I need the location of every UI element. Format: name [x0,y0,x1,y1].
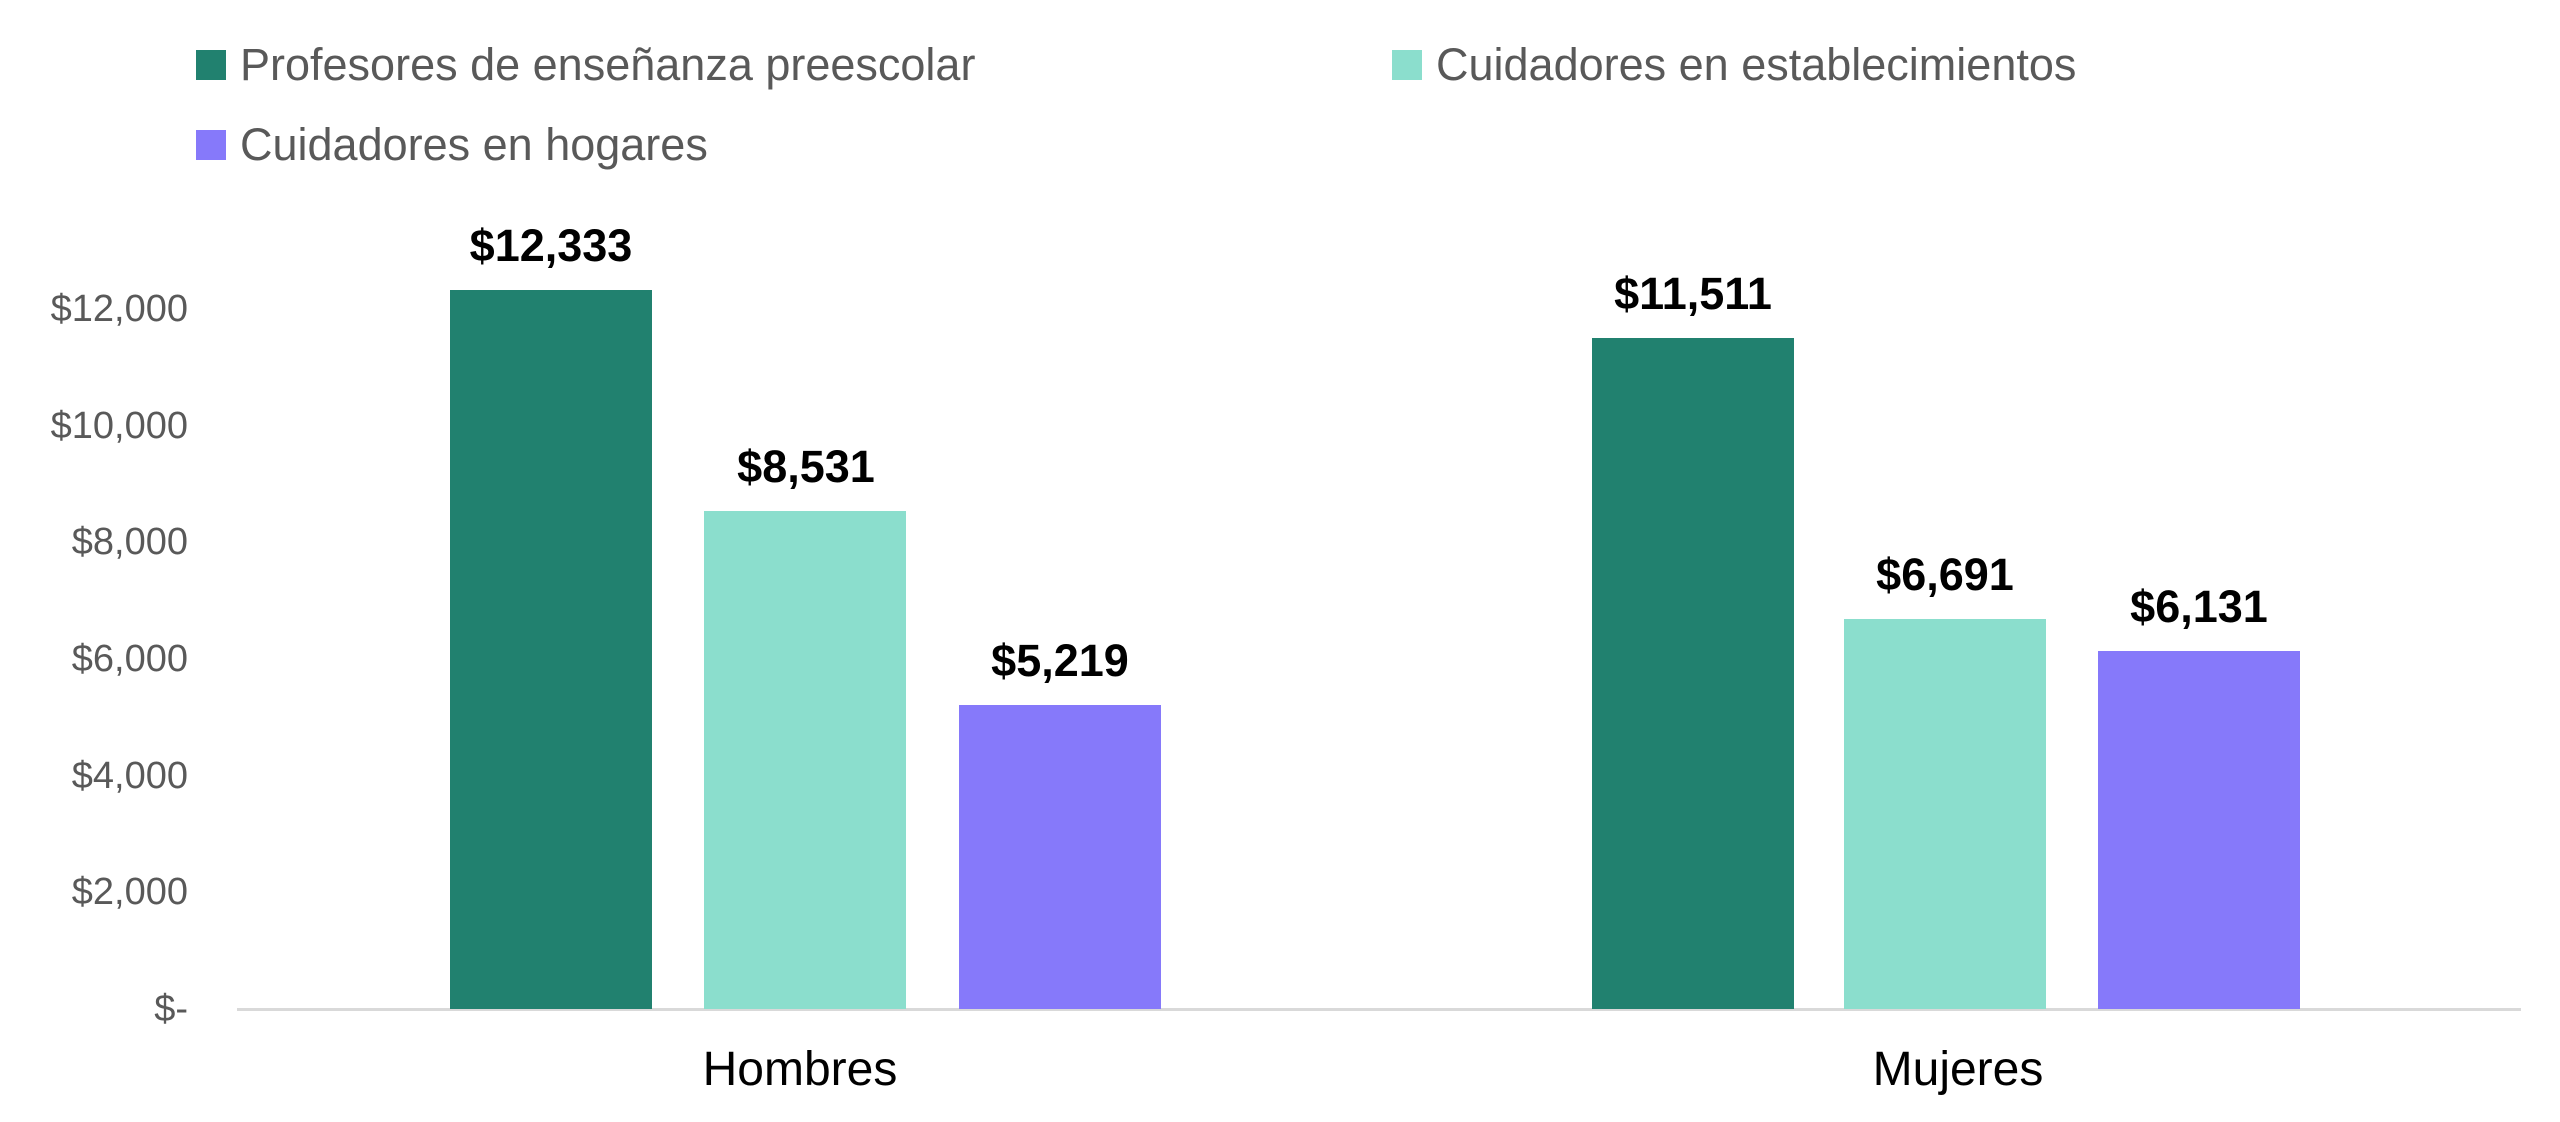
bar-hombres-profesores [450,290,652,1009]
y-axis-tick-2000: $2,000 [71,871,188,913]
bar-mujeres-hogares [2098,651,2300,1009]
y-axis-tick-6000: $6,000 [71,638,188,680]
y-axis-tick-4000: $4,000 [71,755,188,797]
legend-item-profesores: Profesores de enseñanza preescolar [196,35,975,95]
category-label-mujeres: Mujeres [1872,1043,2044,1096]
y-axis-tick-0: $- [154,988,188,1030]
y-axis-tick-10000: $10,000 [50,405,188,447]
legend-item-establecimientos: Cuidadores en establecimientos [1392,35,2076,95]
bar-mujeres-profesores [1592,338,1794,1009]
legend-swatch-icon [196,130,226,160]
legend-swatch-icon [1392,50,1422,80]
y-axis-tick-12000: $12,000 [50,288,188,330]
legend-item-hogares: Cuidadores en hogares [196,115,708,175]
legend-label: Cuidadores en hogares [240,119,708,170]
value-label-mujeres-hogares: $6,131 [2130,581,2268,632]
bar-hombres-hogares [959,705,1161,1009]
legend-label: Profesores de enseñanza preescolar [240,39,976,90]
legend-label: Cuidadores en establecimientos [1436,39,2077,90]
value-label-hombres-hogares: $5,219 [991,635,1129,686]
value-label-hombres-establecimientos: $8,531 [737,441,875,492]
value-label-hombres-profesores: $12,333 [469,220,633,271]
legend-swatch-icon [196,50,226,80]
bar-mujeres-establecimientos [1844,619,2046,1009]
category-label-hombres: Hombres [702,1043,898,1096]
y-axis-tick-8000: $8,000 [71,521,188,563]
bar-hombres-establecimientos [704,511,906,1009]
value-label-mujeres-profesores: $11,511 [1614,268,1772,319]
value-label-mujeres-establecimientos: $6,691 [1876,549,2014,600]
x-axis-line [237,1008,2521,1011]
